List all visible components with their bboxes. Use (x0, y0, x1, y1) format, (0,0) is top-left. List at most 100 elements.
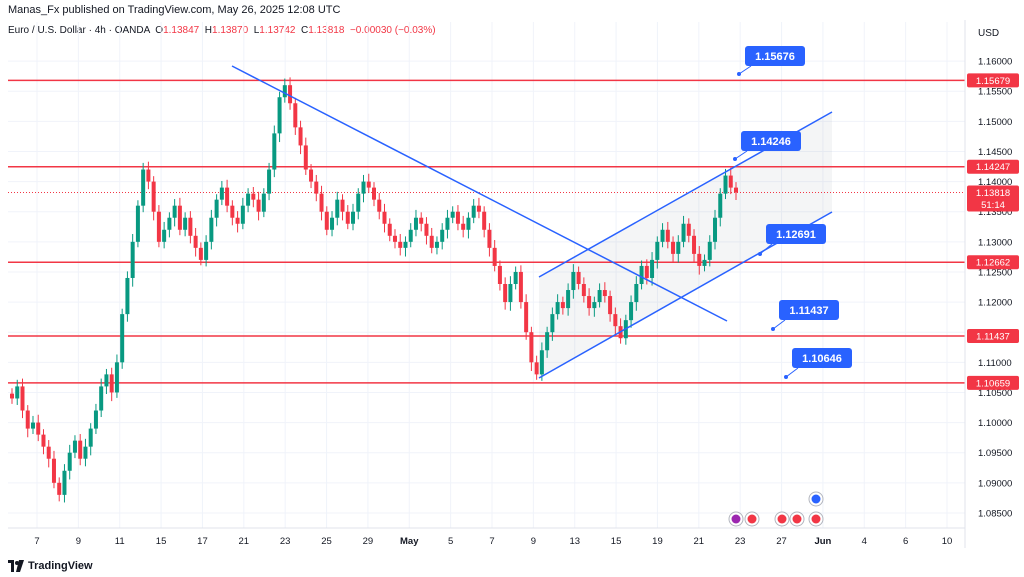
callout-text: 1.10646 (802, 353, 842, 365)
candle-body (288, 85, 293, 104)
candle-body (135, 205, 140, 242)
callout-anchor (784, 375, 788, 379)
candle-body (298, 127, 303, 146)
time-axis: 7 9 11 15 17 21 23 25 29 May 5 7 9 13 15 19 21 23 27 Jun 4 6 1… (8, 527, 965, 547)
candle-body (183, 217, 188, 230)
candle-body (377, 199, 382, 212)
eu-flag-event-icon-inner (811, 494, 821, 504)
price-tick-label: 1.12500 (978, 267, 1012, 278)
time-tick-label: 7 (489, 536, 494, 547)
candle-body (251, 193, 256, 200)
high-label: H (204, 25, 213, 36)
candle-body (167, 217, 172, 230)
candle-body (503, 284, 508, 303)
level-price-text: 1.12662 (976, 258, 1010, 269)
candle-body (686, 223, 691, 236)
candle-body (114, 362, 119, 393)
candle-body (466, 217, 471, 230)
candle-body (230, 205, 235, 218)
candle-body (492, 247, 497, 266)
time-tick-label: 6 (903, 536, 908, 547)
candle-body (634, 284, 639, 303)
callout-pointer (785, 367, 799, 378)
candle-body (471, 205, 476, 218)
candle-body (83, 446, 88, 459)
candle-body (15, 386, 20, 399)
candle-body (382, 211, 387, 224)
candle-body (650, 259, 655, 278)
level-price-tag (967, 73, 1019, 88)
time-tick-label: 23 (735, 536, 746, 547)
time-tick-label: 27 (776, 536, 787, 547)
level-price-text: 1.14247 (976, 162, 1010, 173)
candle-body (151, 181, 156, 212)
open-label: O (155, 25, 164, 36)
candle-body (361, 181, 366, 194)
candle-body (676, 241, 681, 254)
candle-body (545, 332, 550, 351)
time-tick-label: 21 (239, 536, 250, 547)
candle-body (560, 302, 565, 309)
last-price-tag (967, 185, 1019, 212)
candle-body (487, 229, 492, 248)
callout-box (741, 131, 801, 151)
time-tick-label: 5 (448, 536, 453, 547)
candle-body (718, 193, 723, 218)
channel-fill (539, 112, 832, 378)
time-tick-label: 17 (197, 536, 208, 547)
level-price-text: 1.15679 (976, 76, 1010, 87)
callout-box (779, 300, 839, 320)
candle-body (277, 97, 282, 134)
candle-body (130, 241, 135, 278)
candle-body (193, 235, 198, 248)
time-tick-label: 13 (569, 536, 580, 547)
candle-body (314, 181, 319, 194)
candle-body (235, 217, 240, 224)
time-tick-label: 11 (115, 536, 125, 547)
callout-pointer (759, 243, 773, 255)
candle-body (440, 229, 445, 242)
callout-anchor (758, 252, 762, 256)
candle-body (419, 217, 424, 224)
time-tick-label: Jun (814, 536, 831, 547)
time-tick-label: 4 (862, 536, 867, 547)
time-tick-label: 9 (76, 536, 81, 547)
candle-body (267, 169, 272, 194)
low-value: 1.13742 (259, 25, 296, 36)
candle-body (219, 187, 224, 200)
callout-box (745, 46, 805, 66)
price-tick-label: 1.10500 (978, 388, 1012, 399)
candle-body (30, 422, 35, 429)
level-price-text: 1.10659 (976, 378, 1010, 389)
callout-box (792, 348, 852, 368)
candle-body (345, 211, 350, 224)
ascending-channel (539, 112, 832, 378)
price-tick-label: 1.15500 (978, 87, 1012, 98)
candle-body (424, 223, 429, 236)
candle-body (524, 302, 529, 333)
time-tick-label: 23 (280, 536, 291, 547)
time-tick-label: 7 (34, 536, 39, 547)
candle-body (214, 199, 219, 218)
candle-body (282, 85, 287, 98)
candle-body (356, 193, 361, 212)
candle-body (125, 277, 130, 315)
candle-body (256, 199, 261, 212)
candle-body (408, 229, 413, 242)
price-tick-label: 1.14000 (978, 177, 1012, 188)
level-price-tag (967, 159, 1019, 174)
candle-body (429, 235, 434, 248)
candle-body (324, 211, 329, 230)
candle-body (644, 265, 649, 278)
candle-body (309, 169, 314, 182)
candle-body (366, 181, 371, 188)
level-price-tag (967, 328, 1019, 343)
callout-pointer (734, 150, 748, 160)
candle-body (707, 241, 712, 260)
candle-body (109, 374, 114, 393)
candle-body (330, 217, 335, 230)
callout-anchor (771, 327, 775, 331)
grid (8, 22, 965, 528)
price-tick-label: 1.12000 (978, 298, 1012, 309)
